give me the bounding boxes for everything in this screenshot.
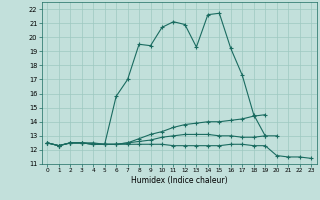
X-axis label: Humidex (Indice chaleur): Humidex (Indice chaleur) <box>131 176 228 185</box>
